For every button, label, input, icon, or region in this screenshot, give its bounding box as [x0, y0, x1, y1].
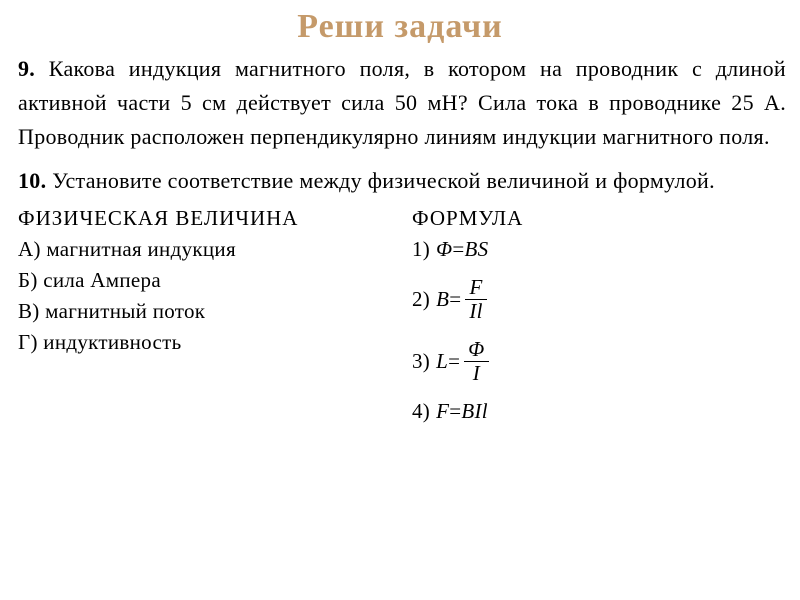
quantity-label: магнитный поток [45, 299, 205, 323]
left-heading: ФИЗИЧЕСКАЯ ВЕЛИЧИНА [18, 206, 402, 231]
right-column: ФОРМУЛА 1) Φ = BS2) B = FIl3) L = ΦI4) F… [402, 206, 786, 437]
fraction-denominator: I [464, 362, 488, 385]
formula-lhs: B [436, 287, 449, 312]
formula-lhs: F [436, 399, 449, 424]
formula-number: 1) [412, 237, 430, 262]
formula-item: 2) B = FIl [412, 276, 786, 323]
problem-9-text: Какова индукция магнитного поля, в котор… [18, 56, 786, 149]
formula-fraction: FIl [465, 276, 486, 323]
formula-lhs: L [436, 349, 448, 374]
slide: Реши задачи 9. Какова индукция магнитног… [0, 0, 800, 600]
formula-item: 4) F = BIl [412, 399, 786, 424]
quantity-item: В) магнитный поток [18, 299, 402, 324]
formula-fraction: ΦI [464, 338, 488, 385]
problem-9: 9. Какова индукция магнитного поля, в ко… [18, 52, 786, 154]
formula-item: 3) L = ΦI [412, 338, 786, 385]
formula-number: 3) [412, 349, 430, 374]
columns: ФИЗИЧЕСКАЯ ВЕЛИЧИНА А) магнитная индукци… [18, 206, 786, 437]
formula-eq: = [449, 399, 461, 424]
fraction-numerator: F [465, 276, 486, 300]
quantity-item: Б) сила Ампера [18, 268, 402, 293]
slide-content: 9. Какова индукция магнитного поля, в ко… [0, 52, 800, 438]
formula-item: 1) Φ = BS [412, 237, 786, 262]
quantity-letter: В) [18, 299, 45, 323]
left-items-container: А) магнитная индукцияБ) сила АмпераВ) ма… [18, 237, 402, 355]
formula-eq: = [448, 349, 460, 374]
slide-title: Реши задачи [0, 8, 800, 46]
problem-10-text: Установите соответствие между физической… [52, 168, 715, 193]
right-heading: ФОРМУЛА [412, 206, 786, 231]
formula-number: 2) [412, 287, 430, 312]
formula-number: 4) [412, 399, 430, 424]
quantity-label: магнитная индукция [46, 237, 236, 261]
quantity-label: индуктивность [43, 330, 181, 354]
problem-10-number: 10. [18, 168, 46, 193]
formula-rhs: BIl [461, 399, 488, 424]
quantity-letter: А) [18, 237, 46, 261]
quantity-item: А) магнитная индукция [18, 237, 402, 262]
quantity-letter: Б) [18, 268, 43, 292]
fraction-denominator: Il [465, 300, 486, 323]
quantity-label: сила Ампера [43, 268, 161, 292]
formula-eq: = [449, 287, 461, 312]
fraction-numerator: Φ [464, 338, 488, 362]
quantity-item: Г) индуктивность [18, 330, 402, 355]
problem-9-number: 9. [18, 56, 35, 81]
formula-rhs: BS [465, 237, 489, 262]
left-column: ФИЗИЧЕСКАЯ ВЕЛИЧИНА А) магнитная индукци… [18, 206, 402, 437]
right-items-container: 1) Φ = BS2) B = FIl3) L = ΦI4) F = BIl [412, 237, 786, 423]
formula-eq: = [452, 237, 464, 262]
problem-10: 10. Установите соответствие между физиче… [18, 164, 786, 198]
quantity-letter: Г) [18, 330, 43, 354]
slide-header: Реши задачи [0, 0, 800, 52]
formula-lhs: Φ [436, 237, 452, 262]
